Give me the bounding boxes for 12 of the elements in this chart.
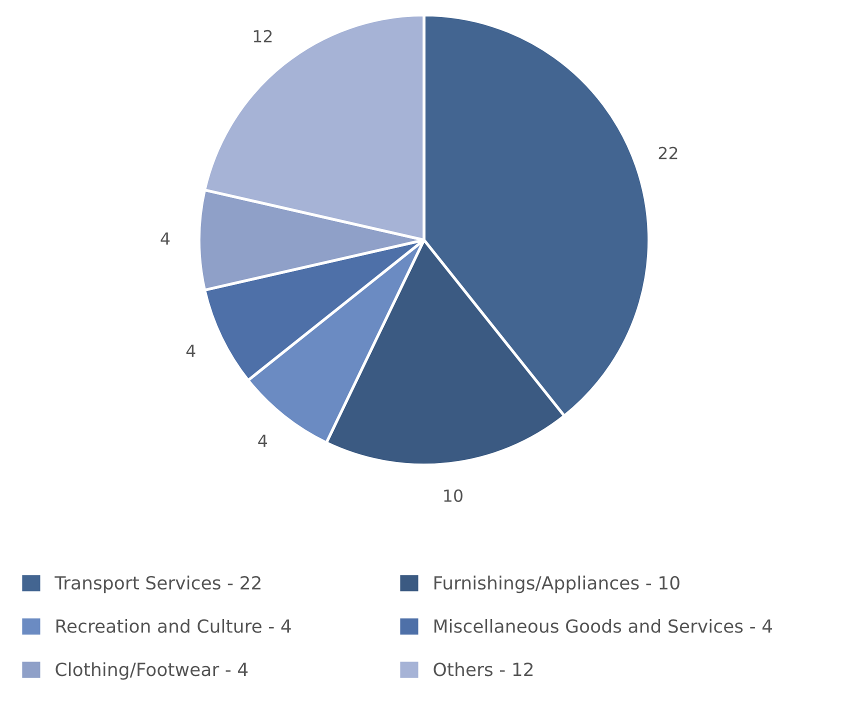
legend-label: Miscellaneous Goods and Services - 4	[434, 618, 772, 633]
legend-label: Clothing/Footwear - 4	[56, 662, 248, 680]
data-label: 4	[160, 232, 170, 245]
legend-label: Transport Services - 22	[54, 576, 260, 594]
data-label: 12	[254, 30, 272, 42]
legend-label: Recreation and Culture - 4	[56, 618, 291, 633]
data-label: 10	[444, 489, 462, 502]
data-label: 4	[258, 434, 268, 447]
data-label: 22	[658, 146, 678, 160]
legend-label: Others - 12	[434, 662, 533, 676]
data-label: 4	[186, 344, 196, 357]
legend-label: Furnishings/Appliances - 10	[434, 576, 680, 594]
